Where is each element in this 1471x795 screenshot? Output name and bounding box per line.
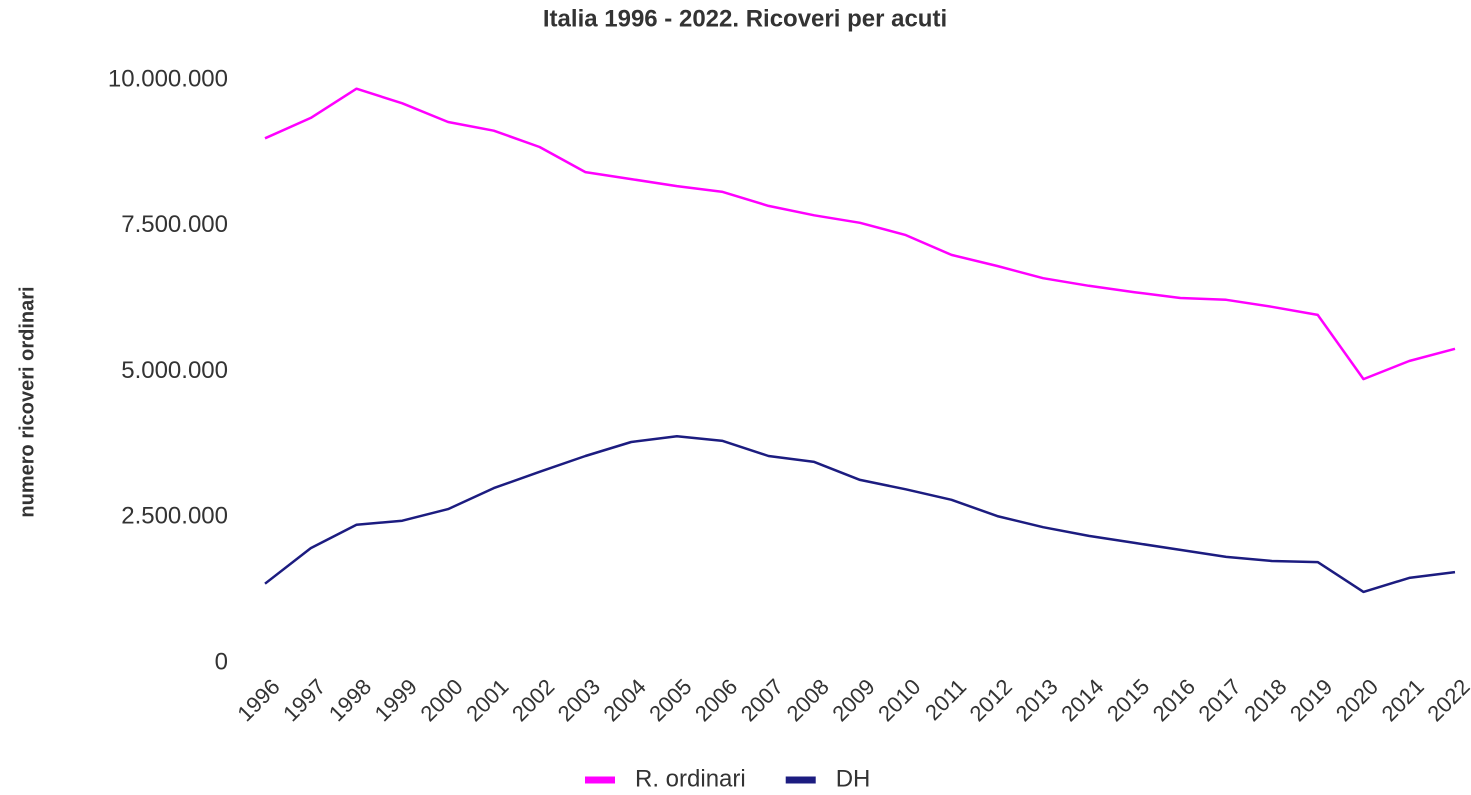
y-tick-label: 2.500.000 [121, 503, 228, 530]
x-tick-label: 2012 [965, 674, 1017, 726]
chart-title: Italia 1996 - 2022. Ricoveri per acuti [543, 5, 947, 32]
x-tick-label: 2007 [736, 674, 788, 726]
y-axis-label: numero ricoveri ordinari [16, 286, 38, 517]
x-tick-label: 2009 [827, 674, 879, 726]
x-tick-label: 2005 [644, 674, 696, 726]
y-tick-label: 5.000.000 [121, 357, 228, 384]
x-tick-label: 2001 [461, 674, 513, 726]
x-tick-label: 2000 [415, 674, 467, 726]
x-tick-label: 2008 [782, 674, 834, 726]
y-tick-label: 0 [215, 648, 228, 675]
x-tick-label: 2019 [1285, 674, 1337, 726]
x-tick-label: 2002 [507, 674, 559, 726]
x-tick-label: 2018 [1239, 674, 1291, 726]
x-tick-label: 1998 [324, 674, 376, 726]
x-tick-label: 1997 [278, 674, 330, 726]
series-line [264, 434, 1456, 594]
x-tick-label: 2011 [920, 674, 971, 725]
x-tick-label: 2013 [1010, 674, 1062, 726]
x-tick-label: 2015 [1102, 674, 1154, 726]
x-tick-label: 2022 [1422, 674, 1471, 726]
x-tick-label: 2010 [873, 674, 925, 726]
x-tick-label: 1996 [232, 674, 284, 726]
series-line [264, 87, 1456, 381]
legend-label: DH [836, 765, 871, 792]
x-tick-label: 2004 [599, 674, 651, 726]
x-tick-label: 1999 [370, 674, 422, 726]
x-tick-label: 2017 [1194, 674, 1246, 726]
y-tick-label: 7.500.000 [121, 211, 228, 238]
x-tick-label: 2014 [1056, 674, 1108, 726]
x-tick-label: 2016 [1148, 674, 1200, 726]
x-tick-label: 2020 [1331, 674, 1383, 726]
y-tick-label: 10.000.000 [108, 65, 228, 92]
x-tick-label: 2021 [1377, 674, 1429, 726]
x-tick-label: 2003 [553, 674, 605, 726]
legend-label: R. ordinari [635, 765, 746, 792]
x-tick-label: 2006 [690, 674, 742, 726]
